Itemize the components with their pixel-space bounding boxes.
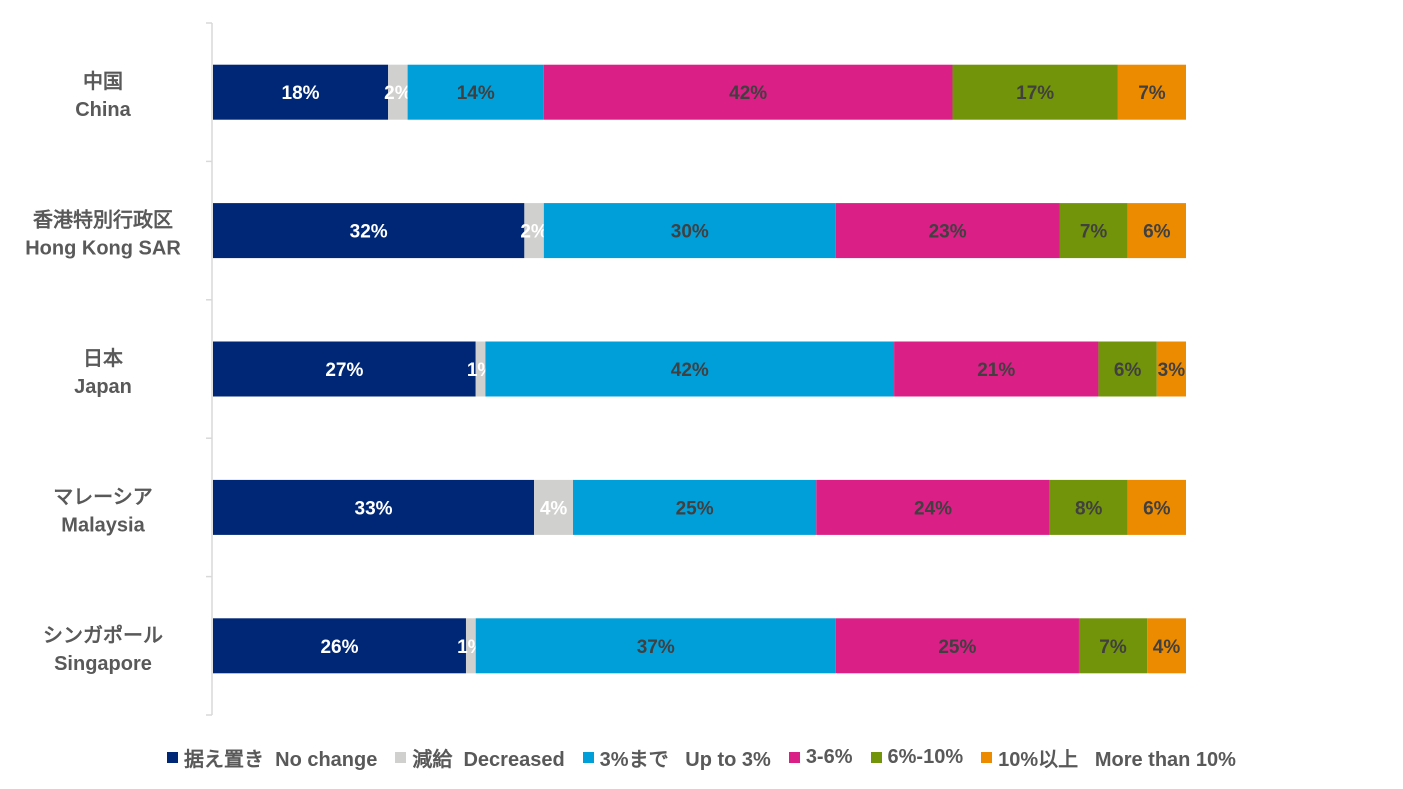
data-label: 7% <box>1080 222 1108 243</box>
bar-segment <box>388 64 408 120</box>
legend-item: 減給 Decreased <box>395 743 565 772</box>
category-label-line: 香港特別行政区 <box>33 208 173 232</box>
legend-swatch <box>788 751 800 763</box>
legend-label: 3-6% <box>805 745 853 768</box>
data-label: 26% <box>320 637 358 658</box>
category-label: マレーシア Malaysia <box>53 486 153 536</box>
bar-segment <box>1127 479 1186 535</box>
bar-segment <box>1127 203 1186 259</box>
data-label: 30% <box>671 222 709 243</box>
bar-segment <box>835 203 1060 259</box>
bar-segment <box>524 203 544 259</box>
category-label-line: 中国 <box>83 69 123 93</box>
category-label: 中国 China <box>75 69 131 121</box>
data-label: 6% <box>1143 498 1171 519</box>
bar-segment <box>1098 341 1157 397</box>
category-label: 香港特別行政区 Hong Kong SAR <box>25 208 181 260</box>
data-label: 4% <box>540 498 568 519</box>
data-label: 42% <box>729 83 767 104</box>
data-label: 27% <box>325 360 363 381</box>
data-label: 8% <box>1075 498 1103 519</box>
bar-segment <box>475 341 486 397</box>
data-label: 7% <box>1099 637 1127 658</box>
category-label-line: China <box>75 99 131 121</box>
bar-segment <box>543 64 953 120</box>
bar-segment <box>475 618 836 674</box>
data-label: 33% <box>355 498 393 519</box>
legend-label: 10%以上 More than 10% <box>998 748 1236 771</box>
legend-label: 6%-10% <box>887 745 964 768</box>
legend-swatch <box>981 751 993 763</box>
bar-segment <box>816 479 1050 535</box>
category-label-line: 日本 <box>83 347 123 370</box>
data-label: 4% <box>1153 637 1181 658</box>
data-label: 2% <box>384 83 412 104</box>
bar-segment <box>534 479 574 535</box>
bar-segment <box>1078 618 1148 674</box>
bar-segment <box>407 64 544 120</box>
legend-item: 3%まで Up to 3% <box>582 743 771 772</box>
category-label: シンガポール Singapore <box>43 623 163 675</box>
data-label: 21% <box>977 360 1015 381</box>
bar-segment <box>213 479 535 535</box>
category-label: 日本 Japan <box>74 347 132 398</box>
bar-segment <box>485 341 895 397</box>
legend-label: 3%まで Up to 3% <box>599 748 771 771</box>
data-label: 3% <box>1158 360 1186 381</box>
bar-segment <box>213 341 476 397</box>
data-label: 32% <box>350 222 388 243</box>
legend-label: 減給 Decreased <box>412 748 565 771</box>
data-label: 17% <box>1016 83 1054 104</box>
category-label-line: シンガポール <box>43 623 163 647</box>
category-label-line: マレーシア <box>53 486 153 508</box>
bar-segment <box>213 203 525 259</box>
bar-segment <box>1049 479 1128 535</box>
data-label: 6% <box>1114 360 1142 381</box>
bar-segment <box>543 203 836 259</box>
data-label: 25% <box>938 637 976 658</box>
data-label: 6% <box>1143 222 1171 243</box>
data-label: 14% <box>457 83 495 104</box>
bar-segment <box>213 618 466 674</box>
bar-segment <box>835 618 1079 674</box>
data-label: 2% <box>520 222 548 243</box>
category-label-line: Singapore <box>54 653 152 675</box>
legend-swatch <box>582 751 594 763</box>
legend-item: 据え置き No change <box>167 743 377 772</box>
data-label: 18% <box>282 83 320 104</box>
data-label: 42% <box>671 360 709 381</box>
bar-segment <box>1117 64 1186 120</box>
data-label: 24% <box>914 498 952 519</box>
bar-segment <box>573 479 817 535</box>
bar-segment <box>465 618 476 674</box>
legend-item: 6%-10% <box>870 745 964 769</box>
bar-segment <box>213 64 389 120</box>
legend-swatch <box>870 751 882 763</box>
bar-segment <box>1156 341 1186 397</box>
category-label-line: Hong Kong SAR <box>25 238 181 260</box>
legend-label: 据え置き No change <box>184 748 378 771</box>
chart-legend: 据え置き No change 減給 Decreased 3%まで Up to 3% 3… <box>0 742 1403 772</box>
data-label: 23% <box>929 222 967 243</box>
category-label-line: Japan <box>74 376 132 398</box>
stacked-bar-chart: 中国 China 18% 2% 14% 42% 17% 7% 香港特別行政区 Hong Kong … <box>25 22 1186 716</box>
bar-segment <box>1147 618 1186 674</box>
legend-swatch <box>167 751 179 763</box>
legend-swatch <box>395 751 407 763</box>
bar-segment <box>952 64 1118 120</box>
data-label: 37% <box>637 637 675 658</box>
legend-item: 10%以上 More than 10% <box>981 743 1236 772</box>
bar-segment <box>894 341 1099 397</box>
data-label: 25% <box>676 498 714 519</box>
legend-item: 3-6% <box>788 745 853 769</box>
category-label-line: Malaysia <box>61 514 145 536</box>
bar-segment <box>1059 203 1128 259</box>
data-label: 7% <box>1138 83 1166 104</box>
